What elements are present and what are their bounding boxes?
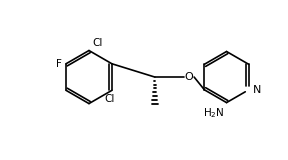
Text: O: O (185, 72, 194, 82)
Text: Cl: Cl (92, 38, 102, 48)
Text: H$_2$N: H$_2$N (203, 107, 225, 120)
Text: N: N (253, 85, 261, 95)
Text: F: F (56, 59, 62, 69)
Text: Cl: Cl (105, 94, 115, 104)
